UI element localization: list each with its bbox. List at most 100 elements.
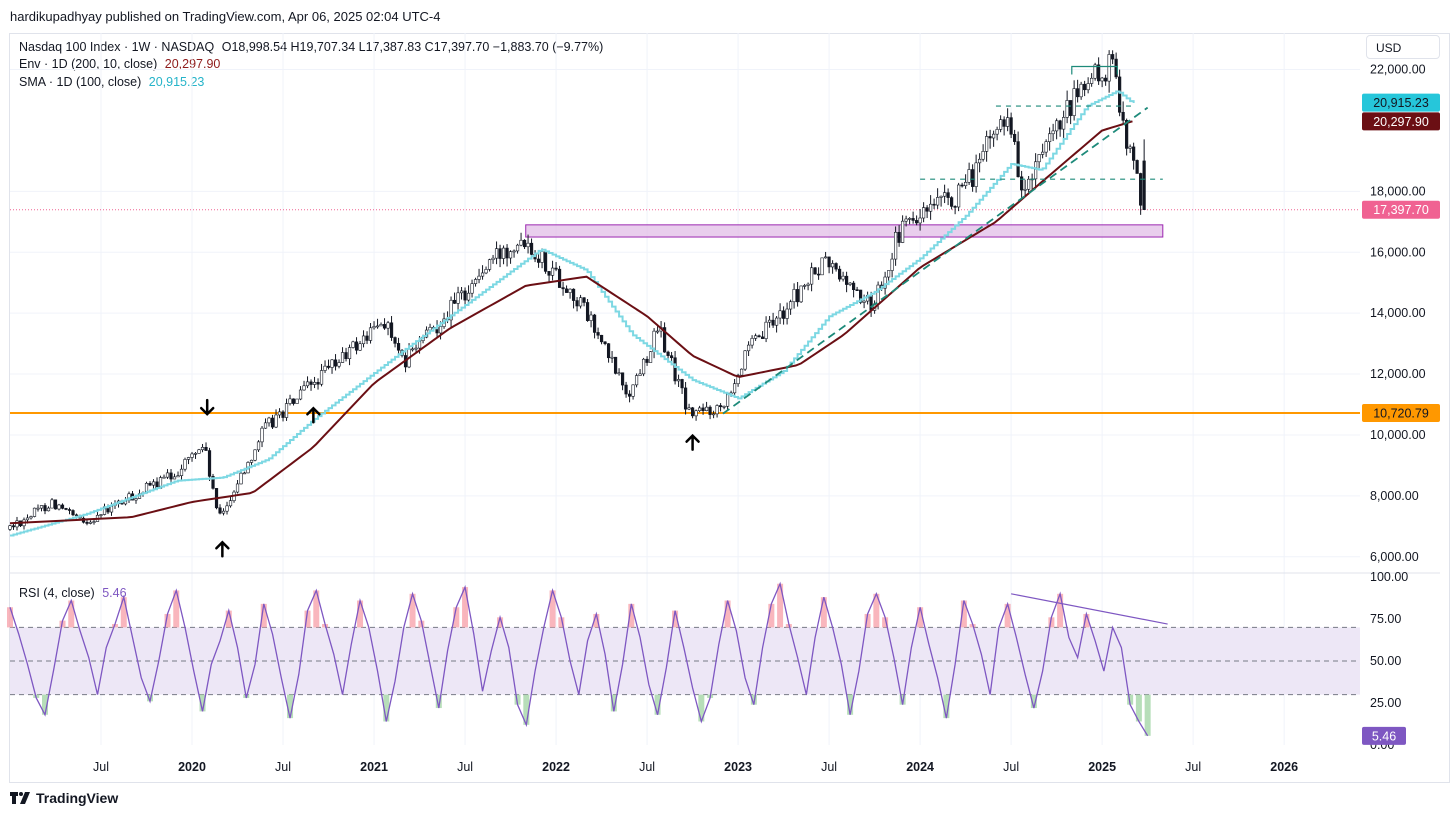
candle[interactable] (375, 318, 380, 329)
candle[interactable] (337, 359, 341, 369)
candle[interactable] (340, 347, 345, 363)
candle[interactable] (281, 410, 285, 422)
candle[interactable] (575, 297, 579, 312)
candle[interactable] (1037, 153, 1041, 169)
candle[interactable] (995, 126, 999, 141)
currency-button[interactable]: USD (1366, 35, 1440, 59)
candle[interactable] (1030, 173, 1034, 190)
candle[interactable] (901, 215, 905, 244)
candle[interactable] (820, 257, 824, 276)
candle[interactable] (361, 330, 366, 348)
candle[interactable] (1048, 127, 1052, 151)
candle[interactable] (834, 262, 838, 272)
candle[interactable] (1009, 112, 1013, 139)
candle[interactable] (1086, 77, 1090, 94)
candle[interactable] (484, 266, 488, 275)
candle[interactable] (631, 384, 635, 400)
legend-main[interactable]: Nasdaq 100 Index · 1W · NASDAQ O18,998.5… (19, 40, 603, 54)
candle[interactable] (1083, 80, 1087, 97)
candle[interactable] (491, 254, 495, 264)
candle[interactable] (305, 376, 310, 389)
candle[interactable] (449, 296, 453, 328)
candle[interactable] (634, 373, 639, 388)
candle[interactable] (978, 153, 982, 173)
candle[interactable] (739, 368, 744, 377)
candle[interactable] (547, 271, 551, 283)
candle[interactable] (925, 205, 929, 219)
candle[interactable] (641, 357, 646, 377)
candle[interactable] (939, 195, 943, 207)
candle[interactable] (522, 239, 527, 250)
candle[interactable] (971, 164, 975, 192)
legend-env[interactable]: Env · 1D (200, 10, close) 20,297.90 (19, 57, 220, 71)
arrow-up-icon[interactable] (306, 406, 321, 424)
candle[interactable] (603, 341, 607, 346)
candle[interactable] (386, 320, 390, 336)
candle[interactable] (802, 283, 807, 290)
candle[interactable] (694, 409, 698, 421)
candle[interactable] (929, 195, 933, 220)
candle[interactable] (799, 285, 803, 303)
candle[interactable] (543, 249, 548, 274)
candle[interactable] (480, 265, 485, 280)
candle[interactable] (298, 386, 303, 401)
candle[interactable] (67, 507, 72, 515)
candle[interactable] (459, 286, 464, 300)
candle[interactable] (701, 403, 705, 415)
candle[interactable] (71, 509, 75, 517)
candle[interactable] (186, 456, 191, 465)
candle[interactable] (613, 356, 618, 375)
candle[interactable] (1100, 76, 1104, 88)
candle[interactable] (950, 196, 954, 210)
brand[interactable]: TradingView (10, 790, 118, 806)
candle[interactable] (746, 341, 751, 357)
candle[interactable] (852, 280, 856, 298)
candle[interactable] (838, 265, 842, 282)
candle[interactable] (1016, 131, 1020, 178)
candle[interactable] (564, 285, 569, 293)
candle[interactable] (169, 469, 173, 482)
candle[interactable] (46, 506, 51, 512)
arrow-up-icon[interactable] (685, 433, 700, 451)
candle[interactable] (452, 292, 457, 304)
candle[interactable] (368, 322, 373, 344)
candle[interactable] (592, 313, 597, 339)
candle[interactable] (1093, 62, 1097, 81)
candle[interactable] (512, 249, 516, 258)
candle[interactable] (764, 316, 768, 343)
candle[interactable] (1051, 123, 1055, 142)
candle[interactable] (253, 449, 257, 462)
candle[interactable] (1020, 170, 1024, 198)
candle[interactable] (1041, 143, 1045, 159)
candle[interactable] (1090, 73, 1094, 87)
candle[interactable] (344, 347, 348, 362)
candle[interactable] (505, 244, 509, 267)
candle[interactable] (824, 251, 828, 259)
candle[interactable] (757, 334, 761, 338)
candle[interactable] (526, 234, 530, 254)
candle[interactable] (964, 174, 968, 189)
candle[interactable] (473, 277, 478, 287)
candle[interactable] (57, 503, 61, 511)
candle[interactable] (652, 328, 656, 359)
candle[interactable] (676, 374, 681, 388)
candle[interactable] (267, 416, 271, 427)
candle[interactable] (781, 306, 786, 325)
candle[interactable] (134, 498, 138, 504)
arrow-up-icon[interactable] (215, 540, 230, 558)
candle[interactable] (936, 188, 940, 209)
candle[interactable] (207, 447, 212, 481)
candle[interactable] (890, 252, 894, 278)
candle[interactable] (389, 316, 394, 341)
candle[interactable] (571, 288, 576, 309)
candle[interactable] (778, 303, 782, 325)
candle[interactable] (610, 351, 614, 363)
candle[interactable] (680, 378, 684, 394)
candle[interactable] (1142, 139, 1146, 210)
rsi-divergence-line[interactable] (1011, 593, 1168, 625)
candle[interactable] (561, 281, 565, 296)
candle[interactable] (617, 368, 621, 376)
candle[interactable] (200, 443, 205, 453)
candle[interactable] (256, 440, 261, 452)
